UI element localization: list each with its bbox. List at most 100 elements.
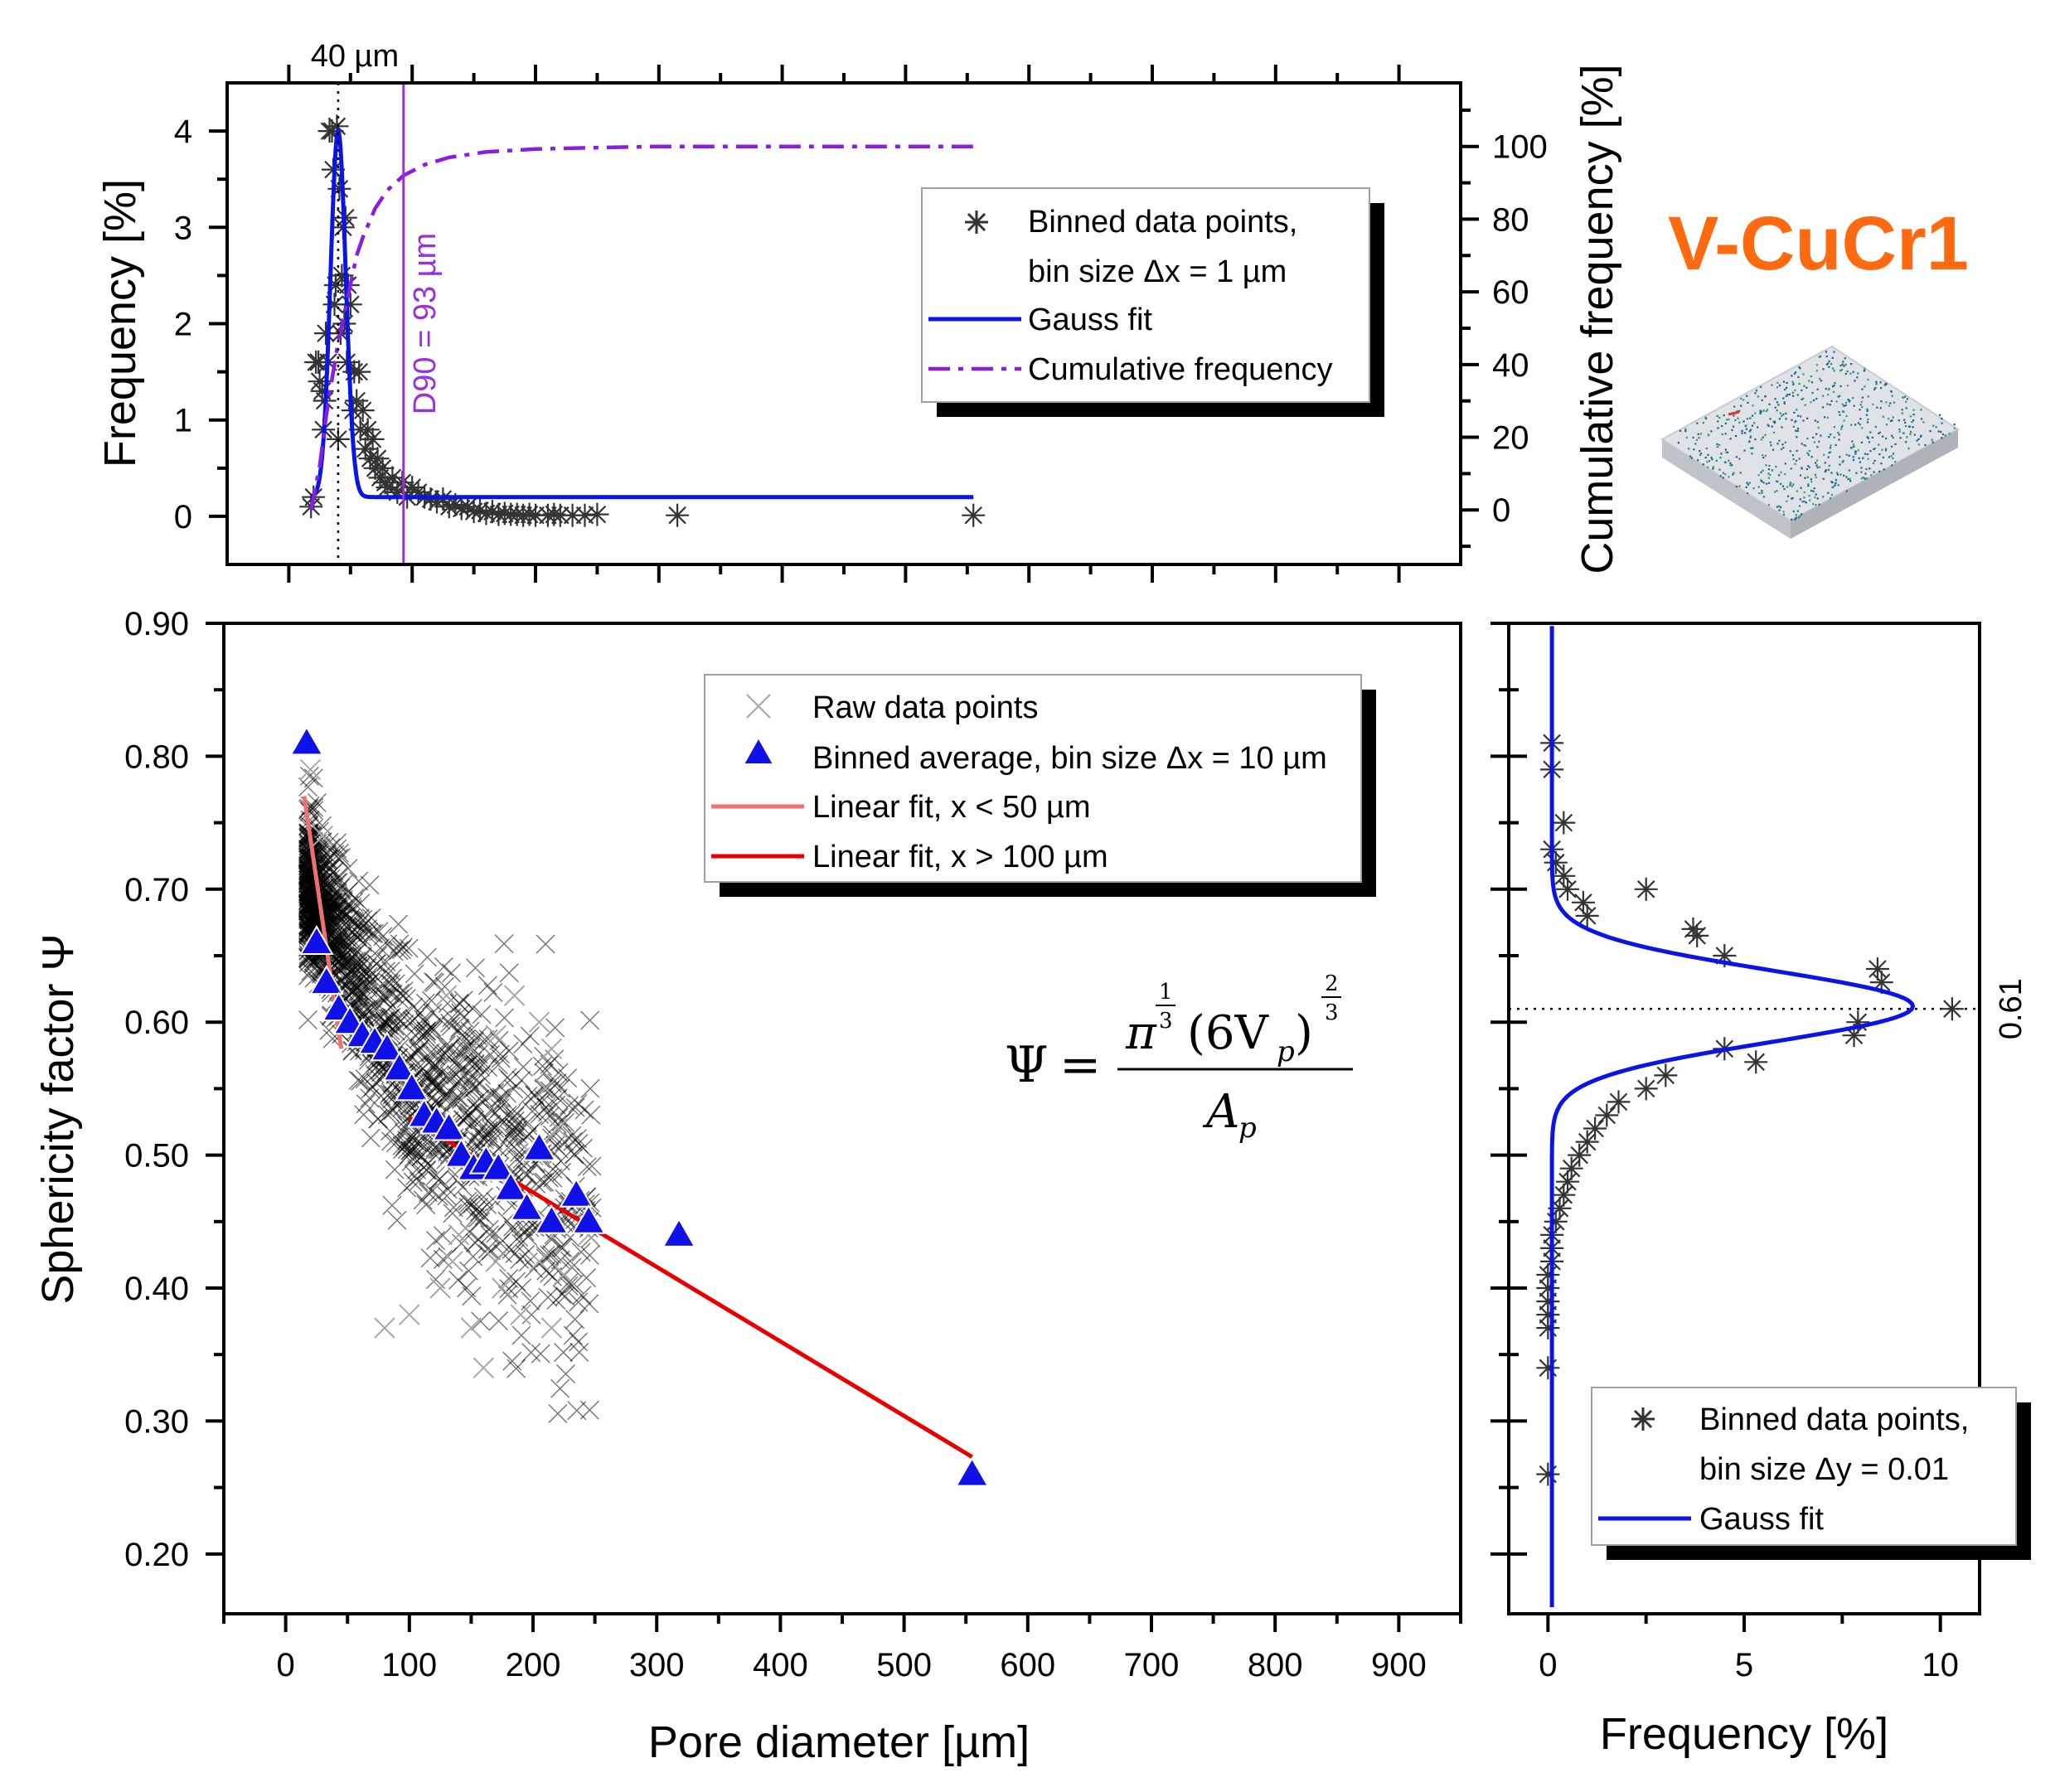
raw-data-point xyxy=(380,1102,400,1122)
d90-annotation-label: D90 = 93 µm xyxy=(408,233,443,414)
thumb-pore-dot xyxy=(1893,401,1896,404)
right-binned-point xyxy=(1554,876,1581,902)
thumb-pore-dot xyxy=(1731,464,1733,467)
raw-data-point xyxy=(535,1063,554,1082)
main-axis-ticks xyxy=(206,622,1462,1632)
thumb-pore-dot xyxy=(1745,428,1747,430)
thumb-pore-dot xyxy=(1796,436,1798,438)
thumb-pore-dot xyxy=(1791,375,1793,377)
thumb-pore-dot xyxy=(1905,400,1907,403)
thumb-pore-dot xyxy=(1779,412,1781,414)
thumb-pore-dot xyxy=(1879,407,1882,409)
thumb-pore-dot xyxy=(1795,371,1797,374)
raw-data-point xyxy=(408,1023,428,1042)
raw-data-point xyxy=(486,1223,506,1243)
main-legend-label-1: Binned average, bin size Δx = 10 µm xyxy=(812,741,1327,776)
raw-data-point xyxy=(521,1343,541,1363)
thumb-pore-dot xyxy=(1841,461,1844,463)
thumb-pore-dot xyxy=(1827,456,1830,458)
raw-data-point xyxy=(427,1078,447,1097)
thumb-pore-dot xyxy=(1845,414,1848,417)
thumb-pore-dot xyxy=(1867,419,1869,421)
thumb-pore-dot xyxy=(1776,506,1779,508)
thumb-pore-dot xyxy=(1889,419,1893,422)
thumb-pore-dot xyxy=(1768,403,1771,405)
thumb-pore-dot xyxy=(1935,426,1937,429)
raw-data-point xyxy=(475,1029,495,1049)
thumb-pore-dot xyxy=(1862,457,1864,459)
raw-data-point xyxy=(518,1087,538,1106)
thumb-pore-dot xyxy=(1825,351,1827,353)
raw-data-point xyxy=(397,1026,417,1046)
thumb-pore-dot xyxy=(1830,493,1834,496)
thumb-pore-dot xyxy=(1826,362,1830,365)
thumb-pore-dot xyxy=(1752,447,1754,449)
thumb-pore-dot xyxy=(1815,397,1818,400)
raw-data-point xyxy=(353,932,373,952)
raw-data-point xyxy=(345,921,365,940)
thumb-pore-dot xyxy=(1890,455,1893,458)
thumb-pore-dot xyxy=(1844,401,1847,404)
thumb-pore-dot xyxy=(1699,433,1703,435)
top-legend-star-icon xyxy=(963,209,990,235)
thumb-pore-dot xyxy=(1806,452,1809,454)
thumb-pore-dot xyxy=(1835,443,1837,447)
raw-data-point xyxy=(516,1245,536,1264)
formula-denominator: A xyxy=(1202,1085,1239,1139)
main-x-tick-labels: 0 100 200 300 400 500 600 700 800 900 xyxy=(276,1647,1426,1683)
binned-average-point xyxy=(289,725,324,756)
raw-data-point xyxy=(516,1165,536,1185)
thumb-pore-dot xyxy=(1679,429,1682,432)
raw-data-point xyxy=(330,843,349,863)
raw-outlier-point xyxy=(485,1024,507,1046)
thumb-pore-dot xyxy=(1764,454,1767,457)
thumb-pore-dot xyxy=(1799,415,1802,418)
thumb-pore-dot xyxy=(1785,412,1787,414)
thumb-pore-dot xyxy=(1909,415,1912,418)
thumb-pore-dot xyxy=(1695,438,1698,441)
thumb-pore-dot xyxy=(1888,404,1891,407)
thumb-pore-dot xyxy=(1825,363,1828,366)
thumb-pore-dot xyxy=(1735,456,1738,458)
thumb-pore-dot xyxy=(1810,375,1812,378)
raw-data-point xyxy=(505,1128,525,1148)
thumb-pore-dot xyxy=(1762,482,1765,484)
thumb-pore-dot xyxy=(1831,356,1834,359)
thumb-pore-dot xyxy=(1781,426,1783,429)
thumb-pore-dot xyxy=(1807,483,1810,486)
binned-average-point xyxy=(521,1131,557,1161)
thumb-pore-dot xyxy=(1808,450,1811,453)
thumb-pore-dot xyxy=(1792,458,1795,460)
top-y2-tick-labels: 0 20 40 60 80 100 xyxy=(1492,129,1548,529)
thumb-pore-dot xyxy=(1781,414,1783,417)
thumb-pore-dot xyxy=(1805,444,1807,447)
thumb-pore-dot xyxy=(1850,363,1853,366)
thumb-pore-dot xyxy=(1724,461,1727,463)
thumb-pore-dot xyxy=(1762,496,1765,498)
thumb-pore-dot xyxy=(1694,443,1697,445)
raw-data-point xyxy=(429,1187,448,1206)
raw-data-point xyxy=(462,1115,482,1135)
raw-data-point xyxy=(363,1078,383,1097)
thumb-pore-dot xyxy=(1790,482,1792,484)
thumb-pore-dot xyxy=(1864,369,1866,371)
binned-average-point xyxy=(481,1150,516,1181)
top-histogram-panel: 0 1 2 3 4 0 20 40 60 80 100 Frequency [%] Cumulat… xyxy=(95,39,1622,583)
thumb-pore-dot xyxy=(1920,418,1923,420)
main-legend-triangle-icon xyxy=(742,735,775,765)
raw-data-point xyxy=(489,1088,509,1108)
raw-data-point xyxy=(394,981,414,1001)
binned-average-point xyxy=(395,1071,429,1102)
thumb-pore-dot xyxy=(1825,388,1827,390)
thumb-pore-dot xyxy=(1803,496,1806,499)
raw-data-point xyxy=(458,1191,477,1211)
thumb-pore-dot xyxy=(1898,429,1901,431)
thumb-pore-dot xyxy=(1859,409,1861,411)
raw-data-point xyxy=(565,1310,585,1329)
thumb-pore-dot xyxy=(1717,420,1719,423)
raw-data-point xyxy=(477,976,497,995)
thumb-pore-dot xyxy=(1753,422,1756,424)
raw-data-point xyxy=(417,1160,436,1179)
main-legend-label-3: Linear fit, x > 100 µm xyxy=(812,840,1108,874)
raw-data-point xyxy=(342,983,362,1003)
